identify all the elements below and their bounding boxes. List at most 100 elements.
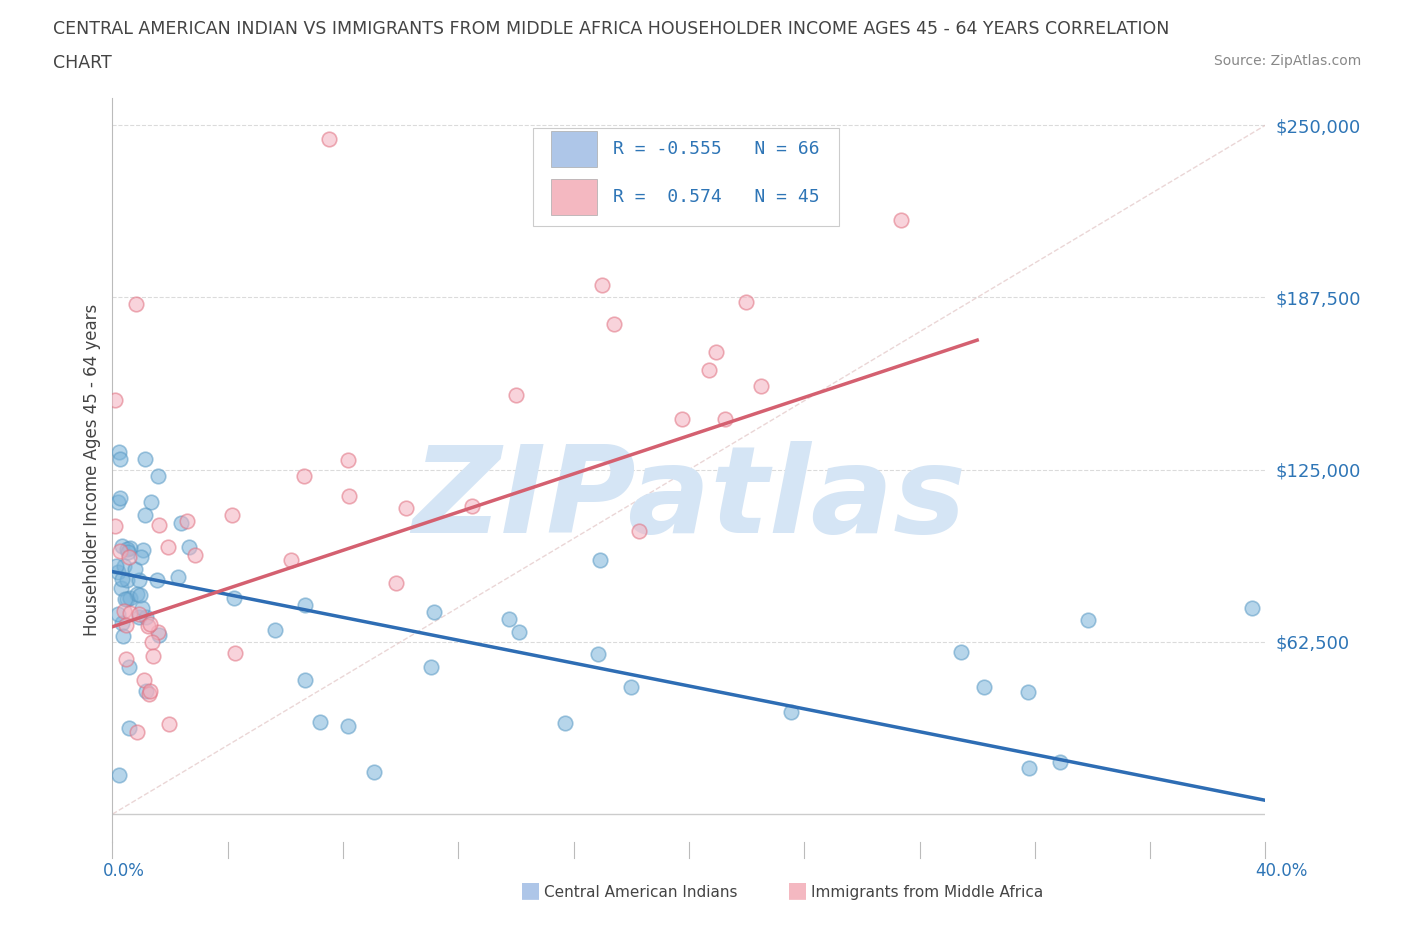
Text: Immigrants from Middle Africa: Immigrants from Middle Africa	[811, 884, 1043, 899]
Point	[104, 518, 127, 533]
Point	[780, 705, 803, 720]
Point	[224, 645, 246, 660]
Point	[104, 558, 127, 573]
Point	[135, 684, 157, 698]
Point	[592, 277, 614, 292]
Point	[107, 495, 129, 510]
Point	[159, 717, 181, 732]
Point	[111, 629, 134, 644]
Point	[118, 550, 141, 565]
Point	[124, 297, 146, 312]
Point	[157, 539, 180, 554]
Point	[134, 452, 156, 467]
FancyBboxPatch shape	[551, 179, 596, 215]
Point	[148, 517, 170, 532]
Point	[554, 716, 576, 731]
Point	[890, 212, 912, 227]
Point	[337, 719, 360, 734]
Point	[118, 659, 141, 674]
Point	[148, 628, 170, 643]
Point	[337, 453, 360, 468]
Point	[112, 604, 135, 618]
FancyBboxPatch shape	[533, 128, 839, 226]
Point	[128, 609, 150, 624]
Point	[108, 452, 131, 467]
Point	[146, 624, 169, 639]
Point	[263, 623, 285, 638]
Point	[104, 392, 127, 407]
Point	[280, 552, 302, 567]
Point	[318, 131, 340, 146]
Point	[363, 764, 385, 779]
Point	[138, 686, 160, 701]
Point	[127, 586, 149, 601]
Point	[117, 544, 139, 559]
Point	[131, 600, 153, 615]
Point	[950, 644, 973, 659]
Point	[1077, 612, 1099, 627]
Point	[176, 514, 198, 529]
Point	[337, 489, 360, 504]
Point	[142, 648, 165, 663]
Point	[1018, 761, 1040, 776]
Point	[115, 541, 138, 556]
Text: ZIPatlas: ZIPatlas	[412, 441, 966, 558]
Point	[107, 606, 129, 621]
Point	[112, 559, 135, 574]
Point	[107, 565, 129, 579]
Point	[146, 573, 169, 588]
Point	[1049, 754, 1071, 769]
Point	[115, 591, 138, 606]
Point	[120, 591, 142, 605]
Point	[118, 721, 141, 736]
Point	[131, 542, 153, 557]
Point	[294, 672, 316, 687]
Text: R =  0.574   N = 45: R = 0.574 N = 45	[613, 188, 820, 206]
Point	[110, 544, 132, 559]
Text: CHART: CHART	[53, 54, 112, 72]
Text: Central American Indians: Central American Indians	[544, 884, 738, 899]
Point	[115, 618, 138, 632]
Point	[294, 598, 316, 613]
Point	[221, 508, 243, 523]
Point	[1017, 684, 1039, 699]
Point	[505, 388, 527, 403]
Point	[385, 576, 408, 591]
Point	[498, 612, 520, 627]
Point	[127, 724, 149, 739]
Point	[184, 548, 207, 563]
Point	[292, 469, 315, 484]
Point	[111, 572, 134, 587]
Point	[508, 625, 530, 640]
Point	[627, 525, 650, 539]
Point	[107, 767, 129, 782]
Point	[735, 295, 758, 310]
Point	[128, 607, 150, 622]
Point	[420, 659, 443, 674]
Point	[460, 498, 482, 513]
Point	[120, 605, 142, 620]
Point	[671, 411, 693, 426]
Point	[166, 570, 188, 585]
Point	[704, 344, 727, 359]
Point	[110, 580, 132, 595]
Point	[141, 634, 163, 649]
Point	[308, 714, 330, 729]
Point	[129, 550, 152, 565]
Text: ■: ■	[520, 881, 541, 900]
Point	[603, 316, 626, 331]
Text: 40.0%: 40.0%	[1256, 862, 1308, 880]
Text: Source: ZipAtlas.com: Source: ZipAtlas.com	[1213, 54, 1361, 68]
Point	[1063, 845, 1085, 860]
Point	[620, 680, 643, 695]
Point	[135, 609, 157, 624]
Point	[714, 412, 737, 427]
Point	[111, 616, 134, 631]
Text: CENTRAL AMERICAN INDIAN VS IMMIGRANTS FROM MIDDLE AFRICA HOUSEHOLDER INCOME AGES: CENTRAL AMERICAN INDIAN VS IMMIGRANTS FR…	[53, 20, 1170, 38]
Point	[132, 672, 155, 687]
Point	[124, 561, 146, 576]
Point	[1240, 600, 1263, 615]
Point	[973, 679, 995, 694]
Text: R = -0.555   N = 66: R = -0.555 N = 66	[613, 140, 820, 158]
Point	[139, 617, 162, 631]
